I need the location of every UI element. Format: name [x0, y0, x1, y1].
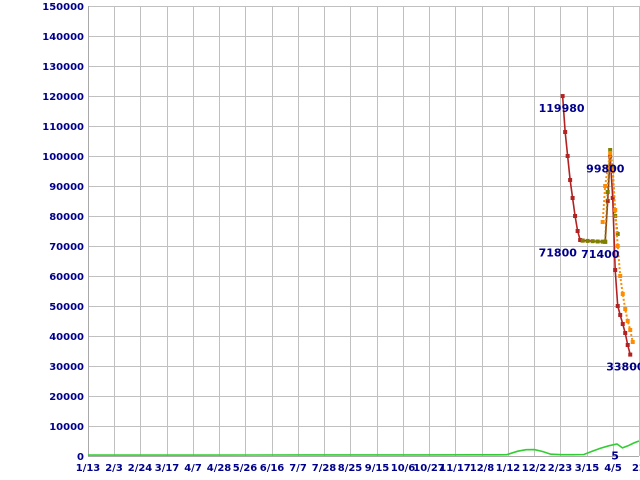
data-point-marker [628, 352, 633, 357]
y-tick-label: 20000 [49, 392, 84, 403]
data-point-label: 71400 [581, 248, 620, 261]
data-point-marker [605, 199, 610, 203]
data-point-marker [600, 220, 605, 224]
data-point-marker [608, 148, 613, 152]
data-point-marker [613, 268, 618, 272]
data-point-marker [620, 322, 625, 326]
data-point-marker [615, 232, 620, 236]
x-tick-label: 10/6 [391, 463, 416, 474]
data-point-marker [610, 169, 615, 173]
x-tick-label: 12/2 [522, 463, 547, 474]
x-axis-tick-labels: 1/13 2/3 2/24 3/17 4/7 4/28 5/26 6/16 7/7 7/28 8/2… [76, 463, 640, 474]
data-point-marker [590, 239, 595, 244]
data-point-marker [623, 307, 628, 311]
y-tick-label: 50000 [49, 302, 84, 313]
x-tick-label: 4/5 [604, 463, 622, 474]
data-point-marker [570, 196, 575, 200]
x-tick-label: 7/7 [289, 463, 307, 474]
x-tick-label: 11/17 [439, 463, 471, 474]
data-point-marker [568, 178, 573, 182]
data-point-marker [620, 292, 625, 296]
x-tick-label: 3/15 [575, 463, 600, 474]
x-tick-label: 9/15 [365, 463, 390, 474]
y-tick-label: 120000 [42, 92, 84, 103]
data-point-label: 99800 [586, 163, 625, 176]
data-point-marker [618, 274, 623, 278]
x-tick-label: 1/13 [76, 463, 101, 474]
data-point-marker [575, 229, 580, 233]
data-point-marker [615, 304, 620, 308]
data-point-marker [573, 214, 578, 218]
x-tick-label: 1/12 [496, 463, 521, 474]
series-line-series-green [88, 440, 640, 456]
data-point-marker [625, 343, 630, 347]
x-tick-label: 12/8 [470, 463, 495, 474]
data-point-label: 5 [611, 449, 619, 462]
data-point-marker [563, 130, 568, 134]
data-point-marker [615, 244, 620, 248]
data-point-marker [603, 184, 608, 188]
data-point-marker [610, 196, 615, 200]
x-tick-label: 22 [632, 463, 640, 474]
x-tick-label: 2/3 [105, 463, 123, 474]
data-point-marker [565, 154, 570, 158]
y-axis-tick-labels: 0 10000 20000 30000 40000 50000 60000 70000 8000… [42, 2, 84, 463]
data-point-marker [585, 238, 590, 243]
x-tick-label: 7/28 [312, 463, 337, 474]
x-tick-label: 4/28 [207, 463, 232, 474]
y-tick-label: 130000 [42, 62, 84, 73]
data-point-marker [560, 94, 565, 99]
data-point-label: 119980 [539, 102, 585, 115]
data-point-marker [580, 238, 585, 243]
x-tick-label: 8/25 [338, 463, 363, 474]
y-tick-label: 80000 [49, 212, 84, 223]
y-tick-label: 70000 [49, 242, 84, 253]
x-tick-label: 3/17 [155, 463, 180, 474]
y-tick-label: 110000 [42, 122, 84, 133]
x-tick-label: 10/27 [413, 463, 445, 474]
y-tick-label: 140000 [42, 32, 84, 43]
data-point-marker [628, 328, 633, 332]
x-tick-label: 6/16 [260, 463, 285, 474]
data-point-marker [578, 238, 583, 242]
y-tick-label: 40000 [49, 332, 84, 343]
data-point-marker [623, 331, 628, 335]
data-point-marker [613, 208, 618, 212]
data-point-marker [605, 166, 610, 170]
y-tick-label: 150000 [42, 2, 84, 13]
x-tick-label: 2/24 [128, 463, 153, 474]
data-point-marker [600, 239, 605, 244]
data-point-marker [625, 319, 630, 323]
x-tick-label: 4/7 [184, 463, 202, 474]
data-point-label: 33800 [606, 361, 640, 374]
data-point-marker [618, 313, 623, 317]
y-tick-label: 90000 [49, 182, 84, 193]
x-tick-label: 2/23 [548, 463, 573, 474]
y-tick-label: 10000 [49, 422, 84, 433]
data-point-marker [630, 340, 635, 344]
x-tick-label: 5/26 [233, 463, 258, 474]
data-point-marker [603, 239, 608, 244]
data-point-label: 71800 [539, 247, 578, 260]
data-point-marker [605, 190, 610, 194]
data-point-marker [608, 151, 613, 155]
y-tick-label: 0 [77, 452, 84, 463]
y-tick-label: 60000 [49, 272, 84, 283]
y-tick-label: 30000 [49, 362, 84, 373]
y-tick-label: 100000 [42, 152, 84, 163]
data-point-marker [595, 239, 600, 244]
series-layer [88, 94, 640, 456]
